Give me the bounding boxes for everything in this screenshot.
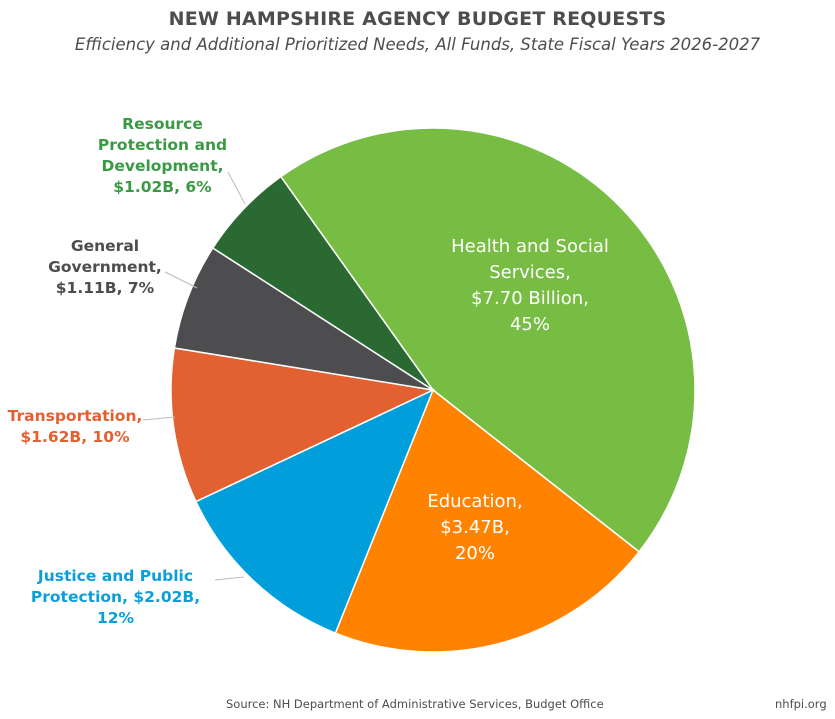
data-label-transportation: Transportation, $1.62B, 10% bbox=[0, 406, 150, 448]
data-label-justice-and-public-protection: Justice and Public Protection, $2.02B, 12% bbox=[18, 566, 213, 629]
data-label-line: $1.11B, 7% bbox=[55, 279, 155, 297]
leader-line bbox=[164, 271, 198, 289]
leader-line bbox=[142, 416, 176, 421]
pie-slice-resource-protection-and-development bbox=[211, 175, 434, 391]
data-label-line: Health and Social bbox=[451, 236, 609, 257]
data-label-line: $1.62B, 10% bbox=[20, 428, 130, 446]
data-label-line: $3.47B, bbox=[440, 517, 510, 538]
site-url: nhfpi.org bbox=[775, 697, 827, 711]
leader-line bbox=[214, 576, 245, 581]
source-note: Source: NH Department of Administrative … bbox=[226, 697, 604, 711]
pie-slice-education bbox=[334, 388, 641, 653]
leader-line bbox=[227, 171, 246, 205]
data-label-line: 12% bbox=[96, 609, 135, 627]
data-label-line: Government, bbox=[48, 258, 162, 276]
data-label-line: $1.02B, 6% bbox=[113, 178, 212, 196]
data-label-line: $7.70 Billion, bbox=[471, 288, 589, 309]
data-label-line: Development, bbox=[101, 157, 224, 175]
data-label-line: Services, bbox=[489, 262, 571, 283]
data-label-line: 20% bbox=[454, 543, 495, 564]
data-label-line: 45% bbox=[509, 314, 550, 335]
data-label-line: Justice and Public bbox=[37, 567, 194, 585]
data-label-line: General bbox=[70, 237, 140, 255]
data-label-line: Education, bbox=[427, 491, 523, 512]
chart-subtitle: Efficiency and Additional Prioritized Ne… bbox=[74, 35, 761, 54]
data-label-general-government: General Government, $1.11B, 7% bbox=[40, 236, 170, 299]
data-label-line: Protection and bbox=[97, 136, 228, 154]
chart-title: NEW HAMPSHIRE AGENCY BUDGET REQUESTS bbox=[168, 8, 667, 30]
pie-slice-transportation bbox=[170, 347, 436, 503]
data-label-resource-protection-and-development: Resource Protection and Development, $1.02B… bbox=[80, 114, 245, 198]
pie-slice-justice-and-public-protection bbox=[194, 388, 435, 635]
data-label-education: Education, $3.47B, 20% bbox=[385, 489, 565, 567]
data-label-health-and-social-services: Health and Social Services, $7.70 Billion,… bbox=[410, 234, 650, 338]
data-label-line: Resource bbox=[122, 115, 203, 133]
data-label-line: Protection, $2.02B, bbox=[30, 588, 201, 606]
data-label-line: Transportation, bbox=[7, 407, 143, 425]
pie-slice-health-and-social-services bbox=[279, 127, 696, 553]
